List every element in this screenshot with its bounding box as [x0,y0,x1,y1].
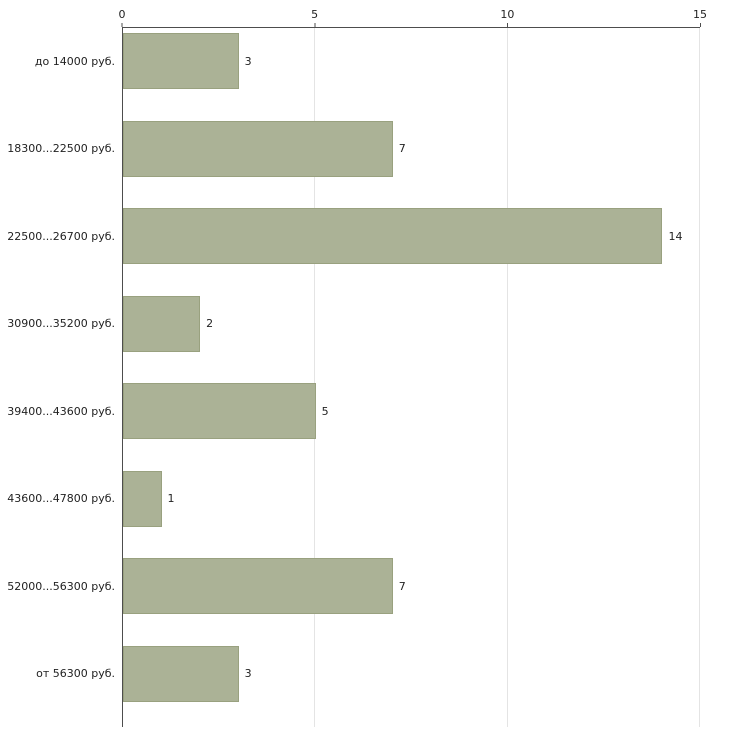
gridline [314,28,316,727]
bar-row: 39400...43600 руб. 5 [0,377,700,465]
category-label: 39400...43600 руб. [7,404,115,418]
bar-row: до 14000 руб. 3 [0,27,700,115]
category-label: от 56300 руб. [36,667,115,680]
bar [123,645,239,702]
category-label: 52000...56300 руб. [7,579,115,593]
bar [123,33,239,89]
value-label: 14 [668,229,683,243]
bar-row: 43600...47800 руб. 1 [0,465,700,553]
bar-track: 14 [122,202,700,290]
bar-track: 1 [122,465,700,553]
x-axis-tick: 5 [311,8,318,27]
value-label: 1 [167,492,175,505]
bar-track: 5 [122,377,700,465]
gridline [506,28,508,727]
bar [123,295,201,352]
x-axis-tick: 0 [119,8,126,27]
x-axis-tick-mark [121,23,123,27]
value-label: 7 [398,579,406,593]
category-label: 22500...26700 руб. [7,229,115,243]
x-axis: 0 5 10 15 [119,0,707,27]
bar [123,208,663,264]
bar [123,120,393,177]
bar-track: 2 [122,290,700,378]
category-label: 30900...35200 руб. [7,317,115,330]
x-axis-tick: 15 [693,8,707,27]
bar-row: 30900...35200 руб. 2 [0,290,700,378]
value-label: 5 [321,404,329,418]
bar-row: от 56300 руб. 3 [0,640,700,728]
category-label: 18300...22500 руб. [7,142,115,155]
bar-track: 3 [122,640,700,728]
x-axis-tick-label: 15 [693,8,707,21]
value-label: 2 [206,317,214,330]
category-label: до 14000 руб. [34,54,115,68]
bar [123,383,316,439]
plot-area [122,27,700,727]
value-label: 7 [398,142,406,155]
bar-track: 3 [122,27,700,115]
x-axis-tick-mark [699,23,701,27]
value-label: 3 [244,54,252,68]
x-axis-tick-label: 10 [500,8,515,21]
bar-track: 7 [122,115,700,203]
bar [123,470,162,527]
value-label: 3 [244,667,252,680]
bar-track: 7 [122,552,700,640]
bar-rows: до 14000 руб. 3 18300...22500 руб. 7 22500..… [0,27,700,727]
x-axis-tick-label: 0 [118,8,126,21]
x-axis-tick-mark [506,23,508,27]
x-axis-tick-mark [314,23,316,27]
x-axis-tick-label: 5 [311,8,319,21]
x-axis-tick: 10 [500,8,514,27]
bar-row: 52000...56300 руб. 7 [0,552,700,640]
gridline [699,28,700,727]
bar-row: 18300...22500 руб. 7 [0,115,700,203]
bar-row: 22500...26700 руб. 14 [0,202,700,290]
bar [123,558,393,614]
category-label: 43600...47800 руб. [7,492,115,505]
